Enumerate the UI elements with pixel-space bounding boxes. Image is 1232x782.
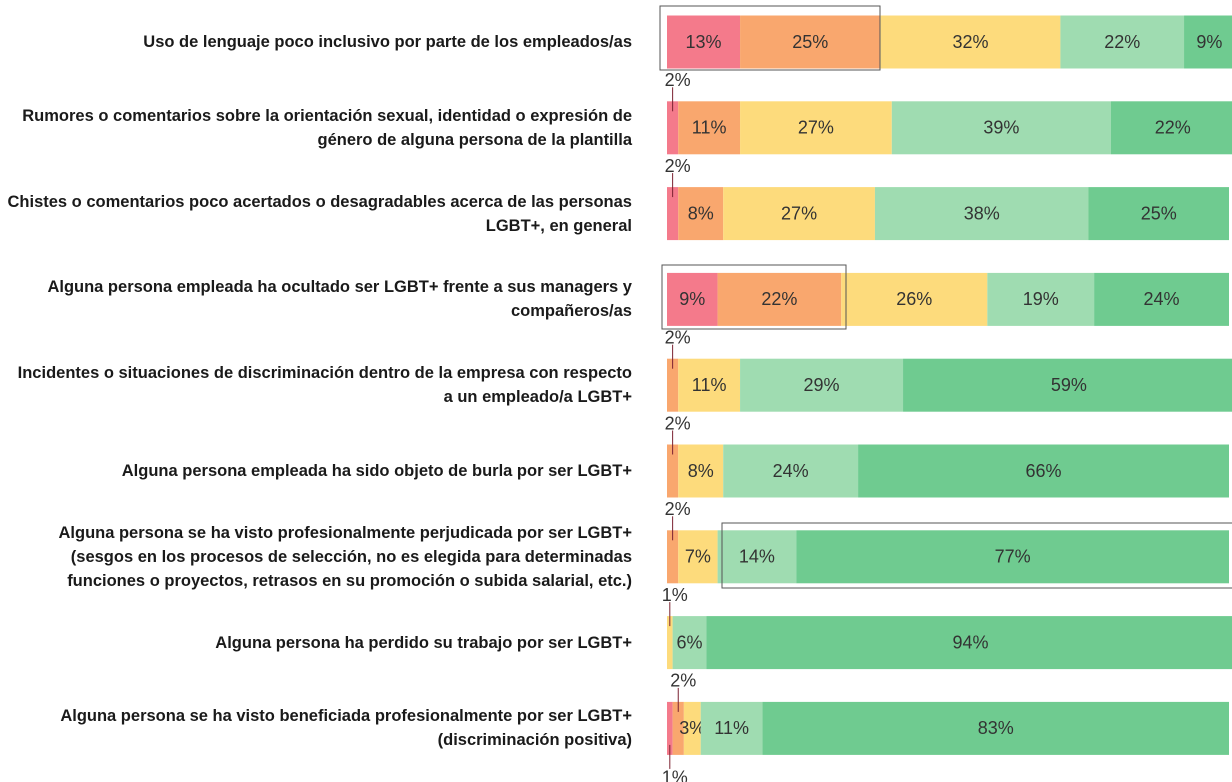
- highlight-box: [661, 264, 847, 330]
- bar-segment: [667, 101, 679, 155]
- value-label: 66%: [1026, 461, 1062, 481]
- category-label: Alguna persona empleada ha ocultado ser …: [47, 278, 632, 321]
- bar-segment: [717, 530, 797, 584]
- bar-segment: [667, 530, 679, 584]
- bar-segment: [667, 187, 679, 241]
- bar-segment: [874, 187, 1089, 241]
- bar-segment: [700, 701, 763, 755]
- bar-segment: [1094, 272, 1229, 326]
- bar-segment: [667, 15, 741, 69]
- bar-segment: [841, 272, 988, 326]
- bars: 13% 25% 32% 22% 9% 11% 27% 39% 22% 2% 8% 27% 38% 25% 2…: [662, 15, 1232, 782]
- bar-segment: [678, 187, 724, 241]
- bar-segment: [667, 272, 718, 326]
- value-label: 2%: [665, 156, 691, 176]
- value-label: 2%: [665, 70, 691, 90]
- bar-segment: [740, 358, 904, 412]
- value-label: 1%: [662, 768, 688, 782]
- value-label: 25%: [1141, 203, 1177, 223]
- bar-segment: [740, 15, 881, 69]
- bar-segment: [762, 701, 1229, 755]
- category-label: Alguna persona se ha visto profesionalme…: [58, 523, 632, 590]
- bar-segment: [858, 444, 1229, 498]
- value-label: 2%: [670, 671, 696, 691]
- value-label: 19%: [1023, 289, 1059, 309]
- bar-segment: [723, 187, 875, 241]
- category-label: Alguna persona ha perdido su trabajo por…: [215, 633, 632, 652]
- value-label: 8%: [688, 203, 714, 223]
- value-label: 2%: [665, 413, 691, 433]
- bar-segment: [1110, 101, 1232, 155]
- value-label: 8%: [688, 461, 714, 481]
- bar-segment: [723, 444, 859, 498]
- category-label: Uso de lenguaje poco inclusivo por parte…: [143, 33, 632, 51]
- bar-segment: [717, 272, 842, 326]
- value-label: 7%: [685, 547, 711, 567]
- value-label: 9%: [1196, 32, 1222, 52]
- bar-segment: [706, 616, 1232, 670]
- bar-segment: [667, 701, 673, 755]
- bar-segment: [678, 358, 741, 412]
- bar-segment: [987, 272, 1095, 326]
- bar-segment: [672, 616, 707, 670]
- bar-segment: [667, 616, 673, 670]
- bar-segment: [678, 101, 741, 155]
- bar-segment: [667, 358, 679, 412]
- value-label: 39%: [983, 118, 1019, 138]
- value-label: 26%: [896, 289, 932, 309]
- value-label: 94%: [952, 632, 988, 652]
- bar-segment: [672, 701, 684, 755]
- value-label: 11%: [692, 375, 727, 395]
- value-label: 6%: [676, 632, 702, 652]
- bar-segment: [1088, 187, 1229, 241]
- value-label: 27%: [798, 118, 834, 138]
- value-label: 24%: [1144, 289, 1180, 309]
- value-label: 2%: [665, 499, 691, 519]
- bar-segment: [891, 101, 1111, 155]
- value-label: 2%: [665, 327, 691, 347]
- category-label: Incidentes o situaciones de discriminaci…: [17, 364, 632, 407]
- value-label: 11%: [692, 118, 727, 138]
- value-label: 22%: [1104, 32, 1140, 52]
- value-label: 25%: [792, 32, 828, 52]
- value-label: 77%: [995, 547, 1031, 567]
- category-label: Alguna persona se ha visto beneficiada p…: [60, 707, 632, 750]
- value-label: 1%: [662, 585, 688, 605]
- value-label: 3%: [679, 718, 705, 738]
- bar-segment: [880, 15, 1061, 69]
- bar-segment: [903, 358, 1232, 412]
- value-label: 59%: [1051, 375, 1087, 395]
- category-label: Rumores o comentarios sobre la orientaci…: [22, 106, 632, 149]
- bar-segment: [796, 530, 1229, 584]
- highlight-box: [721, 522, 1232, 589]
- value-label: 32%: [952, 32, 988, 52]
- value-label: 13%: [686, 32, 722, 52]
- value-label: 27%: [781, 203, 817, 223]
- bar-segment: [667, 444, 679, 498]
- value-label: 11%: [714, 718, 749, 738]
- category-label: Chistes o comentarios poco acertados o d…: [7, 192, 632, 235]
- value-label: 29%: [804, 375, 840, 395]
- value-label: 24%: [773, 461, 809, 481]
- value-label: 38%: [964, 203, 1000, 223]
- category-label: Alguna persona empleada ha sido objeto d…: [121, 462, 632, 480]
- bar-segment: [678, 444, 724, 498]
- value-label: 14%: [739, 547, 775, 567]
- bar-segment: [678, 530, 718, 584]
- bar-segment: [1060, 15, 1185, 69]
- bar-segment: [683, 701, 701, 755]
- highlight-box: [659, 5, 881, 71]
- value-label: 9%: [679, 289, 705, 309]
- value-label: 83%: [978, 718, 1014, 738]
- bar-segment: [1184, 15, 1232, 69]
- value-label: 22%: [761, 289, 797, 309]
- value-label: 22%: [1155, 118, 1191, 138]
- bar-segment: [740, 101, 892, 155]
